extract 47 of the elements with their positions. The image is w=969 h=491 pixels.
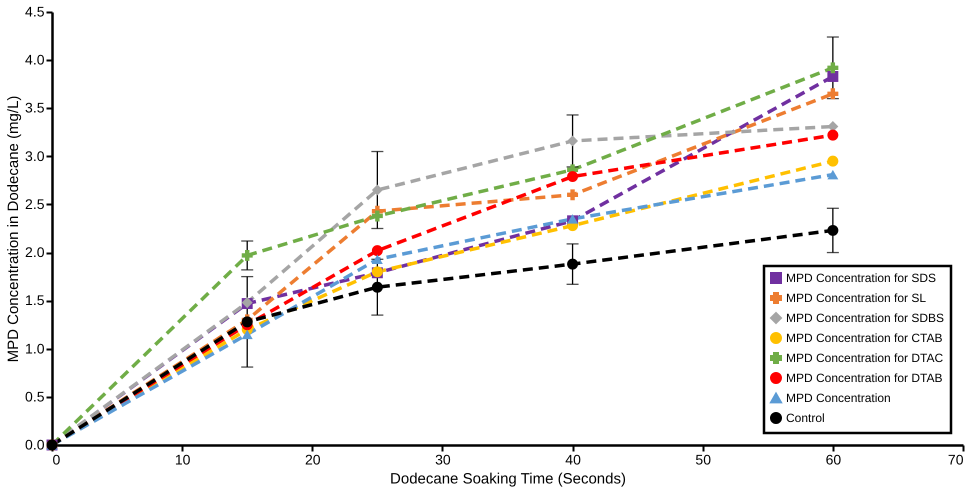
point <box>567 258 578 270</box>
point <box>372 210 383 222</box>
y-tick-label: 4.0 <box>25 52 45 68</box>
x-tick-label: 70 <box>948 452 964 468</box>
point <box>827 170 838 180</box>
y-tick-label: 2.0 <box>25 244 45 260</box>
x-tick-label: 30 <box>435 452 451 468</box>
y-tick-label: 2.5 <box>25 196 45 212</box>
point <box>242 330 253 340</box>
y-tick-label: 4.5 <box>25 4 45 20</box>
y-tick-label: 1.0 <box>25 340 45 356</box>
legend-label: MPD Concentration for SDS <box>786 271 936 285</box>
x-axis-title: Dodecane Soaking Time (Seconds) <box>390 470 626 488</box>
legend-label: MPD Concentration for SDBS <box>786 311 944 325</box>
point <box>567 171 578 182</box>
point <box>567 189 578 200</box>
point <box>827 88 838 100</box>
legend-label: MPD Concentration for SL <box>786 291 926 305</box>
point <box>372 245 383 256</box>
y-tick-label: 3.0 <box>25 148 45 164</box>
legend-label: Control <box>786 411 825 425</box>
y-tick-label: 0.0 <box>25 436 45 452</box>
point <box>372 184 383 196</box>
y-tick-label: 3.5 <box>25 100 45 116</box>
legend-label: MPD Concentration <box>786 391 891 405</box>
x-tick-label: 0 <box>52 452 60 468</box>
point <box>372 282 383 293</box>
x-tick-label: 10 <box>174 452 191 468</box>
point <box>567 135 578 146</box>
point <box>242 250 253 261</box>
y-axis-title: MPD Concentration in Dodecane (mg/L) <box>5 96 22 362</box>
x-tick-label: 20 <box>304 452 321 468</box>
legend-label: MPD Concentration for DTAC <box>786 351 944 365</box>
x-tick-label: 40 <box>565 452 582 468</box>
point <box>372 254 383 264</box>
y-tick-label: 0.5 <box>25 388 45 404</box>
legend-label: MPD Concentration for DTAB <box>786 371 942 385</box>
point <box>827 62 838 74</box>
x-tick-label: 60 <box>826 452 842 468</box>
point <box>567 214 578 224</box>
y-tick-label: 1.5 <box>25 292 45 308</box>
point <box>827 70 838 82</box>
point <box>827 224 838 236</box>
point <box>827 156 838 167</box>
x-tick-label: 50 <box>695 452 712 468</box>
point <box>827 130 838 141</box>
legend-label: MPD Concentration for CTAB <box>786 331 942 345</box>
